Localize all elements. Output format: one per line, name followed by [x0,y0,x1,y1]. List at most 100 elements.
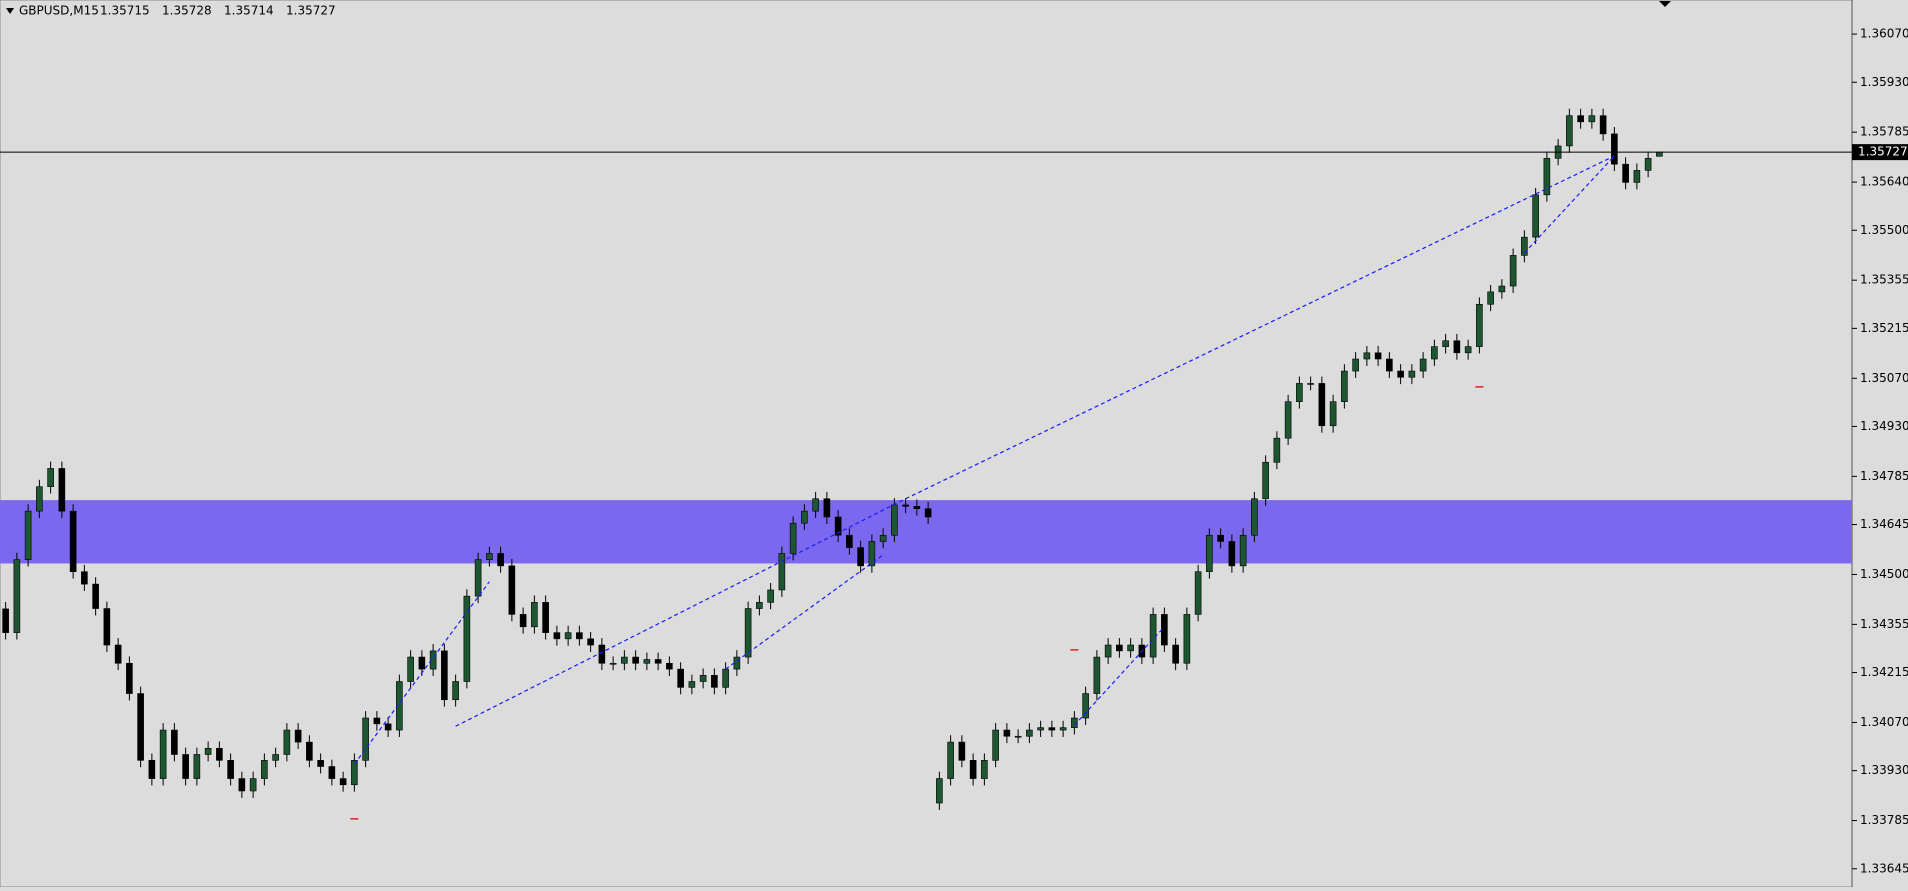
y-tick-label: 1.33645 [1860,861,1908,875]
candle-body [486,553,493,560]
last-price-box [1852,144,1908,161]
candle-body [81,571,88,585]
candle-body [643,659,651,664]
candle-body [519,614,527,628]
candle-body [1059,727,1067,731]
y-tick-label: 1.35355 [1860,273,1908,287]
y-tick-label: 1.35070 [1860,371,1908,385]
candle-body [294,729,302,743]
candle-body [632,656,639,664]
y-tick-label: 1.34930 [1860,419,1908,433]
candle-body [328,766,336,779]
candle-body [778,553,786,591]
y-tick-label: 1.34070 [1860,715,1908,729]
candle-body [767,589,774,603]
candle-body [1228,541,1236,567]
candle-body [36,486,43,512]
y-tick-label: 1.34785 [1860,469,1908,483]
candle-body [1644,158,1652,171]
candle-body [1318,383,1326,427]
candle-body [362,717,369,761]
candle-body [1239,534,1247,567]
candle-body [1622,163,1629,183]
candle-body [1352,358,1359,372]
candle-body [576,632,583,640]
candle-body [1251,498,1258,536]
candle-body [441,650,448,701]
candle-body [1194,571,1202,615]
candle-body [238,778,246,792]
candle-body [261,760,268,779]
y-tick-label: 1.34500 [1860,567,1908,581]
y-tick-label: 1.34215 [1860,665,1908,679]
candle-body [396,681,403,731]
y-tick-label: 1.35640 [1860,175,1908,189]
candle-body [1599,115,1607,135]
menu-arrow[interactable] [6,8,14,14]
candle-body [204,747,212,755]
candle-body [621,656,628,664]
candle-body [801,510,808,524]
candle-body [384,723,392,731]
candle-body [339,778,347,786]
candle-body [463,595,471,682]
candle-body [1116,644,1123,652]
candle-body [1442,340,1449,347]
candle-body [272,754,279,761]
y-tick-label: 1.33930 [1860,763,1908,777]
candle-body [981,760,988,779]
candle-body [351,760,358,786]
candle-body [1014,735,1022,738]
candle-body [148,760,156,779]
candle-body [924,508,932,518]
candle-body [879,534,887,542]
candle-body [283,729,291,755]
candle-body [1026,729,1033,737]
trend-line [1073,626,1165,726]
candle-body [1588,115,1596,123]
candle-body [857,547,864,567]
candle-body [812,498,819,512]
candle-body [1273,437,1281,463]
candle-body [992,729,999,761]
candle-body [103,608,111,646]
candle-body [24,510,32,560]
candle-body [1487,291,1494,305]
plot-area [0,0,1853,888]
shift-marker[interactable] [1659,1,1671,7]
candle-body [1453,340,1461,354]
y-tick-label: 1.35930 [1860,75,1908,89]
candle-body [1521,236,1528,256]
candle-body [1037,727,1044,731]
candle-body [1431,346,1438,360]
symbol-title: GBPUSD,M15 [19,4,99,18]
y-tick-label: 1.35500 [1860,223,1908,237]
candle-body [1307,383,1314,385]
candle-body [913,506,921,510]
candle-body [69,510,77,573]
candle-body [1082,693,1089,719]
candle-body [1284,401,1292,439]
candle-body [508,565,516,615]
candle-body [137,693,144,761]
trend-line [455,498,906,727]
candle-body [1296,383,1303,402]
quote-value: 1.35727 [286,4,336,18]
candle-body [1341,370,1348,402]
candle-body [846,534,853,548]
candle-body [47,468,54,487]
candle-body [722,668,729,688]
candle-body [1543,158,1551,196]
candle-body [1566,115,1573,147]
candle-body [1509,255,1517,287]
candle-body [699,675,707,682]
candle-body [947,741,954,779]
quote-value: 1.35728 [162,4,212,18]
quote: 1.35715 1.35728 1.35714 1.35727 [100,4,336,18]
plot-layer [0,108,1852,820]
candle-body [126,662,133,694]
y-tick-label: 1.34645 [1860,517,1908,531]
candle-body [553,632,561,640]
candle-body [1419,358,1427,372]
trend-line [725,554,884,670]
